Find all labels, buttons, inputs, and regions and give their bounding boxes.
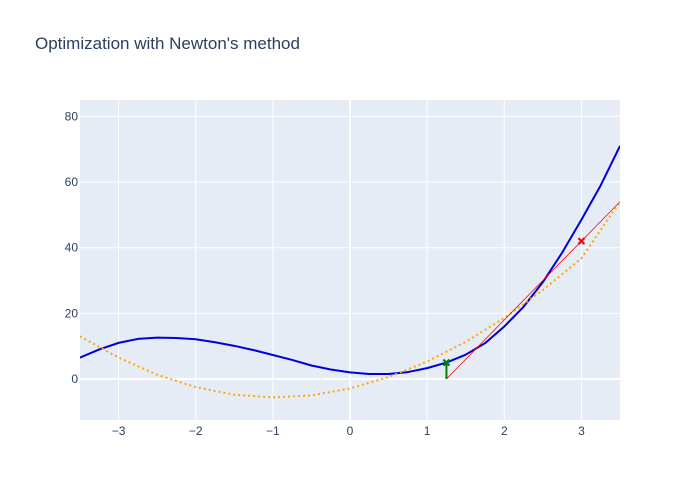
y-tick-label: 20 (65, 306, 79, 320)
x-tick-label: −1 (266, 424, 280, 438)
series-group (80, 145, 620, 399)
x-tick-label: 1 (424, 424, 431, 438)
y-tick-label: 60 (65, 175, 79, 189)
next_point-marker (442, 358, 451, 367)
current_point-marker (577, 237, 586, 245)
x-tick-label: 2 (501, 424, 508, 438)
y-tick-label: 40 (65, 241, 79, 255)
x-tick-label: −2 (189, 424, 203, 438)
tangent-line (446, 201, 620, 380)
chart-title: Optimization with Newton's method (35, 34, 300, 53)
x-tick-label: −3 (112, 424, 126, 438)
x-tick-label: 3 (578, 424, 585, 438)
y-tick-label: 0 (71, 372, 78, 386)
x-tick-label: 0 (347, 424, 354, 438)
y-tick-label: 80 (65, 109, 79, 123)
